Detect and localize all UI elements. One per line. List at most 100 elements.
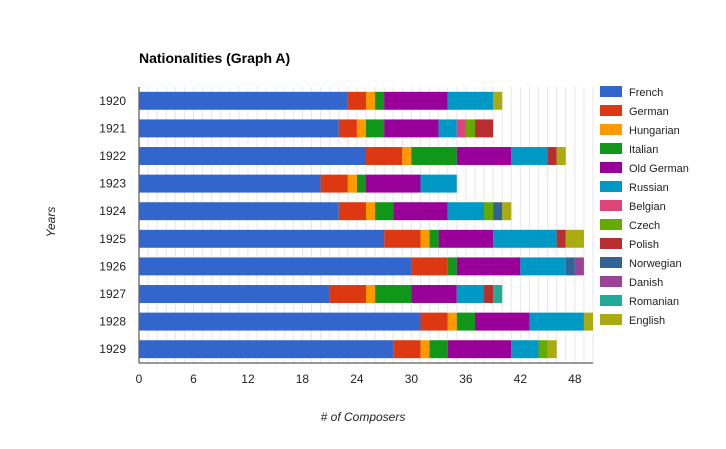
bar-1923-french — [139, 174, 321, 193]
legend-swatch-danish — [600, 276, 622, 287]
x-tick-label: 30 — [405, 372, 419, 386]
x-tick-label: 12 — [241, 372, 255, 386]
legend-swatch-german — [600, 105, 622, 116]
bar-1926-italian — [447, 257, 457, 276]
bar-1920-old-german — [384, 91, 448, 110]
y-tick-label: 1929 — [99, 342, 126, 356]
legend-label: Belgian — [629, 201, 666, 213]
bar-1924-english — [502, 202, 512, 221]
bar-1929-german — [393, 340, 421, 359]
bar-1920-italian — [375, 91, 385, 110]
legend-swatch-romanian — [600, 295, 622, 306]
y-tick-label: 1920 — [99, 94, 126, 108]
bar-1924-french — [139, 202, 339, 221]
bar-1921-polish — [474, 119, 494, 138]
legend-label: Danish — [629, 277, 663, 289]
legend-label: Old German — [629, 163, 689, 175]
bar-1927-french — [139, 285, 330, 303]
bar-1922-french — [139, 147, 366, 165]
bar-1929-italian — [429, 340, 448, 359]
legend-swatch-hungarian — [600, 124, 622, 135]
legend-label: Polish — [629, 239, 659, 251]
bar-1925-hungarian — [420, 229, 430, 248]
legend-label: Hungarian — [629, 125, 680, 137]
bar-1921-old-german — [384, 119, 439, 138]
bar-1925-german — [384, 229, 421, 248]
y-tick-label: 1925 — [99, 232, 126, 246]
legend-swatch-italian — [600, 143, 622, 154]
bar-1922-english — [556, 147, 566, 165]
bar-1921-belgian — [456, 119, 466, 138]
bar-1921-italian — [366, 119, 385, 138]
bar-1926-russian — [520, 257, 566, 276]
y-axis-label: Years — [44, 207, 58, 238]
bar-1920-russian — [447, 91, 494, 110]
legend-swatch-french — [600, 86, 622, 97]
bar-1921-german — [338, 119, 357, 138]
bar-1922-polish — [547, 147, 557, 165]
bar-1926-danish — [574, 257, 584, 276]
bar-1926-german — [411, 257, 448, 276]
bar-1922-italian — [411, 147, 457, 165]
x-tick-label: 0 — [136, 372, 143, 386]
y-tick-label: 1927 — [99, 287, 126, 301]
bar-1923-italian — [356, 174, 366, 193]
bar-1929-hungarian — [420, 340, 430, 359]
x-tick-label: 36 — [459, 372, 473, 386]
bar-1928-old-german — [474, 312, 530, 331]
legend-swatch-old-german — [600, 162, 622, 173]
bar-1927-italian — [375, 285, 412, 303]
legend-label: Russian — [629, 182, 669, 194]
bar-1928-italian — [456, 312, 475, 331]
bar-1929-english — [547, 340, 557, 359]
legend-label: English — [629, 315, 665, 327]
bar-1929-french — [139, 340, 394, 359]
bar-1923-hungarian — [347, 174, 357, 193]
bar-1922-hungarian — [402, 147, 412, 165]
bar-1922-german — [366, 147, 403, 165]
bar-1921-hungarian — [356, 119, 366, 138]
x-tick-label: 24 — [350, 372, 364, 386]
bar-1925-italian — [429, 229, 439, 248]
bar-1928-german — [420, 312, 448, 331]
y-tick-label: 1921 — [99, 121, 126, 135]
bar-1926-norwegian — [565, 257, 575, 276]
legend-label: Norwegian — [629, 258, 682, 270]
x-tick-label: 48 — [568, 372, 582, 386]
legend-label: Romanian — [629, 296, 679, 308]
y-axis-ticks: 1920 1921 1922 1923 1924 1925 1926 1927 1928 1929 — [99, 94, 126, 356]
bar-1929-czech — [538, 340, 548, 359]
bar-1922-russian — [511, 147, 548, 165]
legend-label: Italian — [629, 144, 658, 156]
bar-1927-polish — [484, 285, 494, 303]
bar-1924-czech — [484, 202, 494, 221]
bar-1926-old-german — [456, 257, 521, 276]
x-tick-label: 18 — [296, 372, 310, 386]
x-axis-ticks: 0 6 12 18 24 30 36 42 48 — [136, 372, 582, 386]
bar-1928-russian — [529, 312, 584, 331]
bar-1920-french — [139, 91, 348, 110]
bar-1922-old-german — [456, 147, 512, 165]
legend-swatch-russian — [600, 181, 622, 192]
bar-1921-french — [139, 119, 339, 138]
y-tick-label: 1924 — [99, 204, 126, 218]
legend-swatch-polish — [600, 238, 622, 249]
bar-1924-norwegian — [493, 202, 503, 221]
y-tick-label: 1926 — [99, 259, 126, 273]
bar-1920-english — [493, 91, 503, 110]
bar-1927-hungarian — [366, 285, 376, 303]
bar-1921-czech — [465, 119, 475, 138]
chart-title: Nationalities (Graph A) — [139, 50, 290, 66]
bar-1923-old-german — [366, 174, 421, 193]
bar-1927-german — [329, 285, 366, 303]
bar-1927-russian — [456, 285, 485, 303]
legend-swatch-czech — [600, 219, 622, 230]
bar-1924-old-german — [393, 202, 448, 221]
bars — [139, 91, 593, 359]
legend-swatch-belgian — [600, 200, 622, 211]
bar-1925-french — [139, 229, 385, 248]
bar-1926-french — [139, 257, 412, 276]
x-axis-label: # of Composers — [321, 410, 406, 424]
bar-1929-old-german — [447, 340, 512, 359]
